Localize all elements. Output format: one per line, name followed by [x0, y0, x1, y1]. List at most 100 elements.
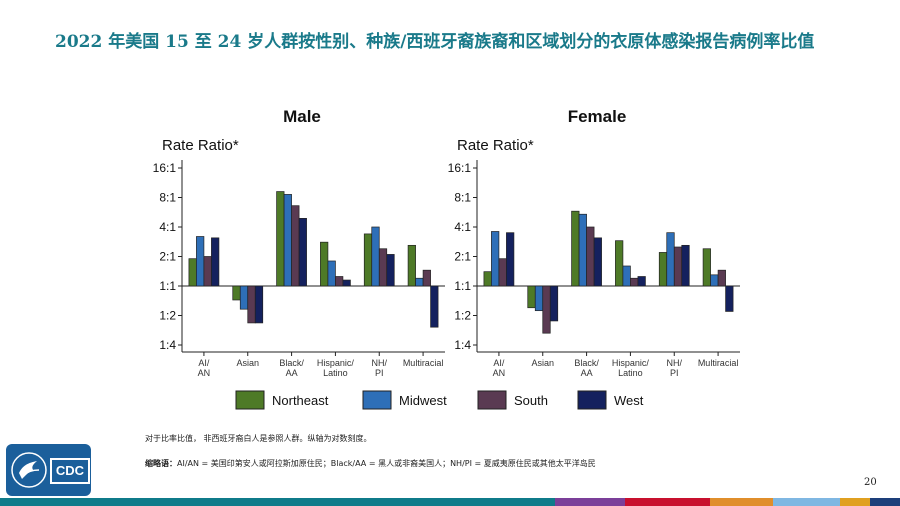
bar: [491, 231, 500, 287]
bar: [342, 279, 351, 287]
x-tick-label: Multiracial: [698, 358, 739, 368]
footer-color-segment: [625, 498, 710, 506]
bar: [422, 269, 431, 287]
x-tick-label: AN: [493, 368, 506, 378]
bar: [586, 226, 595, 287]
x-tick-label: Hispanic/: [317, 358, 355, 368]
x-tick-label: Latino: [323, 368, 348, 378]
bar: [498, 258, 507, 287]
legend-label: South: [514, 393, 548, 408]
bar: [254, 285, 264, 324]
cdc-logo-text: CDC: [50, 458, 90, 484]
y-tick-label: 1:1: [159, 279, 176, 293]
abbreviations-text: AI/AN = 美国印第安人或阿拉斯加原住民；Black/AA = 黑人或非裔美…: [177, 459, 596, 468]
bar: [407, 244, 416, 287]
x-tick-label: AI/: [493, 358, 505, 368]
x-tick-label: NH/: [372, 358, 388, 368]
x-tick-label: PI: [670, 368, 679, 378]
bar: [276, 191, 285, 287]
hhs-eagle-icon: [11, 452, 47, 488]
bar: [542, 285, 551, 334]
chart-title: Male: [283, 107, 321, 126]
bar: [637, 276, 646, 287]
y-tick-label: 8:1: [159, 191, 176, 205]
x-tick-label: Asian: [236, 358, 259, 368]
legend-label: Northeast: [272, 393, 329, 408]
bar: [415, 277, 424, 287]
bar: [658, 252, 668, 287]
bar: [593, 237, 602, 287]
footer-color-segment: [773, 498, 840, 506]
legend-label: West: [614, 393, 644, 408]
bar: [327, 260, 336, 287]
bar: [702, 248, 711, 287]
legend-label: Midwest: [399, 393, 447, 408]
bar: [188, 258, 197, 287]
y-axis-label: Rate Ratio*: [162, 137, 239, 154]
y-tick-label: 8:1: [454, 191, 471, 205]
y-tick-label: 4:1: [454, 220, 471, 234]
bar: [371, 226, 380, 287]
bar: [335, 276, 344, 287]
x-tick-label: Black/: [574, 358, 599, 368]
y-tick-label: 1:4: [454, 338, 471, 352]
bar: [630, 277, 639, 287]
x-tick-label: Multiracial: [403, 358, 444, 368]
slide-title: 2022 年美国 15 至 24 岁人群按性别、种族/西班牙裔族裔和区域划分的衣…: [55, 32, 815, 52]
bar: [710, 274, 719, 287]
x-tick-label: AA: [581, 368, 593, 378]
footnote: 对于比率比值， 非西班牙裔白人是参照人群。纵轴为对数刻度。: [145, 434, 372, 443]
bar: [483, 271, 492, 287]
abbreviations-note: 缩略语：AI/AN = 美国印第安人或阿拉斯加原住民；Black/AA = 黑人…: [145, 458, 596, 469]
legend-swatch: [477, 390, 507, 410]
bar: [363, 233, 373, 287]
x-tick-label: AA: [286, 368, 298, 378]
bar: [681, 244, 690, 287]
x-tick-label: PI: [375, 368, 384, 378]
bar: [239, 285, 249, 310]
x-tick-label: AI/: [198, 358, 210, 368]
bar: [578, 213, 587, 287]
x-tick-label: NH/: [667, 358, 683, 368]
y-tick-label: 1:2: [159, 309, 176, 323]
bar: [232, 285, 241, 301]
footer-color-segment: [0, 498, 555, 506]
bar: [298, 218, 307, 287]
x-tick-label: Hispanic/: [612, 358, 650, 368]
x-tick-label: Black/: [279, 358, 304, 368]
bar: [430, 285, 439, 328]
bar: [725, 285, 734, 312]
chart-title: Female: [568, 107, 627, 126]
x-tick-label: AN: [198, 368, 211, 378]
x-tick-label: Latino: [618, 368, 643, 378]
y-tick-label: 2:1: [454, 250, 471, 264]
bar: [506, 232, 515, 287]
y-axis-label: Rate Ratio*: [457, 137, 534, 154]
footer-color-segment: [870, 498, 900, 506]
bar: [527, 285, 536, 309]
bar: [717, 269, 726, 287]
y-tick-label: 1:1: [454, 279, 471, 293]
bar: [571, 210, 580, 287]
bar: [386, 254, 395, 287]
legend-swatch: [577, 390, 607, 410]
bar: [549, 285, 559, 322]
bar: [378, 248, 388, 287]
bar: [247, 285, 256, 324]
footer-color-segment: [710, 498, 773, 506]
cdc-logo: CDC: [6, 444, 91, 496]
bar: [622, 265, 631, 287]
x-tick-label: Asian: [531, 358, 554, 368]
legend-swatch: [235, 390, 265, 410]
footer-color-bar: [0, 498, 900, 506]
y-tick-label: 4:1: [159, 220, 176, 234]
legend-swatch: [362, 390, 392, 410]
bar: [673, 246, 683, 287]
abbreviations-label: 缩略语：: [145, 459, 177, 468]
y-tick-label: 1:4: [159, 338, 176, 352]
y-tick-label: 16:1: [153, 161, 177, 175]
page-number: 20: [864, 477, 877, 488]
footer-color-segment: [555, 498, 625, 506]
y-tick-label: 2:1: [159, 250, 176, 264]
